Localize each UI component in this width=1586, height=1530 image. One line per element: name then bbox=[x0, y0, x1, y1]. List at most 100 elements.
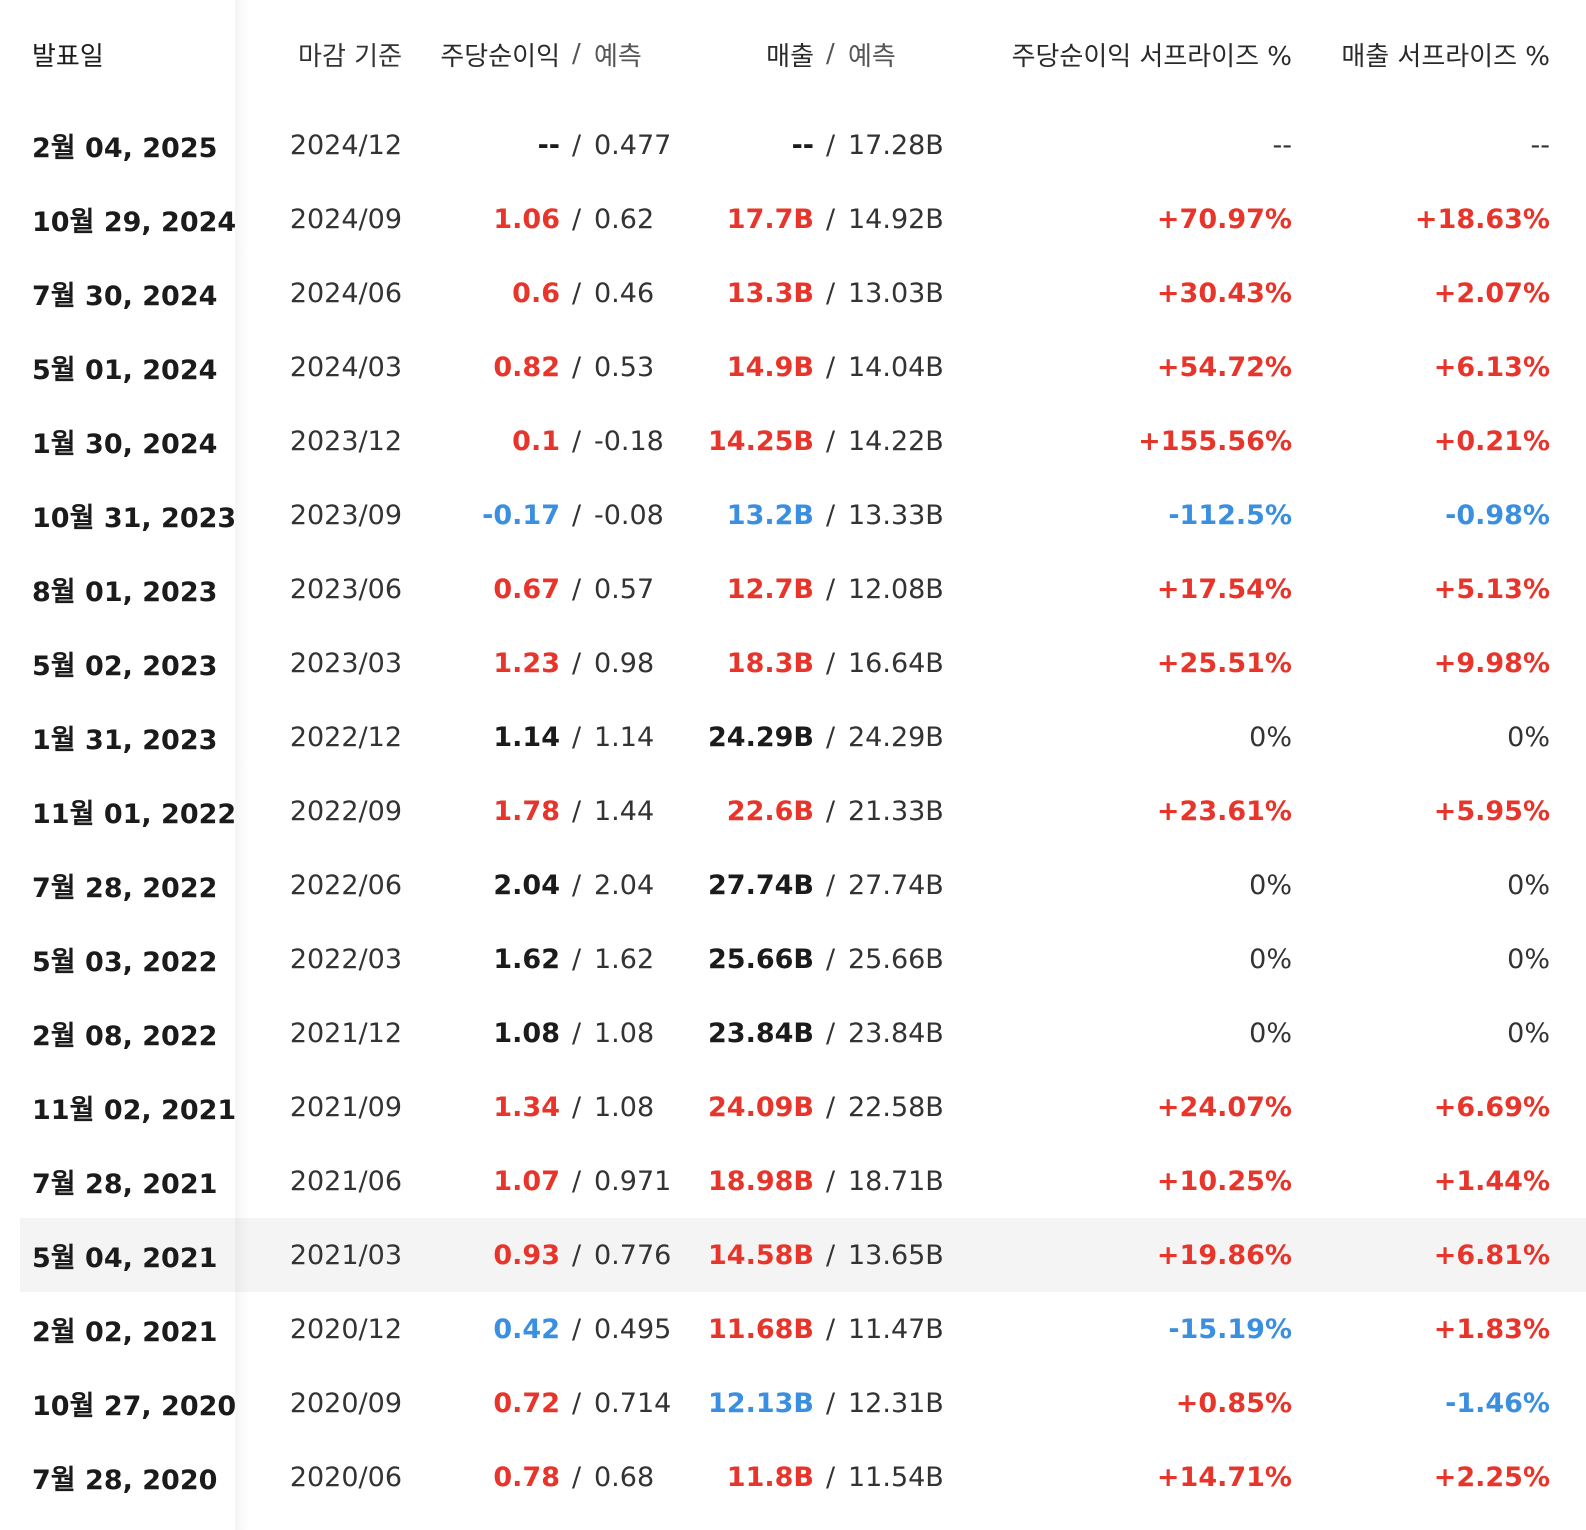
cell-revenue-separator: / bbox=[826, 647, 836, 679]
cell-eps-surprise: +14.71% bbox=[1156, 1461, 1292, 1493]
table-row[interactable]: 5월 03, 2022 2022/03 1.62 / 1.62 25.66B / 25.66B… bbox=[20, 922, 1586, 996]
cell-revenue-actual: 25.66B bbox=[708, 943, 814, 975]
header-revenue-forecast[interactable]: 예측 bbox=[848, 41, 896, 72]
cell-revenue-surprise: 0% bbox=[1507, 1017, 1550, 1049]
cell-period: 2020/06 bbox=[289, 1461, 402, 1493]
table-header: 발표일 마감 기준 주당순이익 / 예측 매출 / 예측 주당순이익 서프라이즈… bbox=[20, 0, 1586, 108]
cell-eps-forecast: 0.62 bbox=[594, 203, 655, 235]
cell-eps-separator: / bbox=[572, 573, 582, 605]
cell-date: 11월 01, 2022 bbox=[32, 798, 237, 830]
table-row[interactable]: 8월 01, 2023 2023/06 0.67 / 0.57 12.7B / 12.08B +… bbox=[20, 552, 1586, 626]
header-eps-surprise[interactable]: 주당순이익 서프라이즈 % bbox=[1011, 41, 1292, 72]
header-period[interactable]: 마감 기준 bbox=[298, 41, 402, 72]
cell-eps-actual: 0.42 bbox=[493, 1313, 560, 1345]
cell-eps-separator: / bbox=[572, 943, 582, 975]
cell-period: 2022/06 bbox=[289, 869, 402, 901]
cell-eps-separator: / bbox=[572, 869, 582, 901]
cell-date: 10월 27, 2020 bbox=[32, 1390, 237, 1422]
cell-eps-surprise: -- bbox=[1272, 129, 1293, 161]
cell-period: 2022/03 bbox=[289, 943, 402, 975]
cell-eps-surprise: +54.72% bbox=[1156, 351, 1292, 383]
table-row[interactable]: 10월 27, 2020 2020/09 0.72 / 0.714 12.13B / 12.3… bbox=[20, 1366, 1586, 1440]
table-row[interactable]: 5월 04, 2021 2021/03 0.93 / 0.776 14.58B / 13.65… bbox=[20, 1218, 1586, 1292]
cell-eps-forecast: 0.68 bbox=[594, 1461, 655, 1493]
cell-eps-forecast: -0.18 bbox=[594, 425, 664, 457]
cell-revenue-separator: / bbox=[826, 1239, 836, 1271]
cell-revenue-forecast: 27.74B bbox=[848, 869, 944, 901]
table-row[interactable]: 11월 01, 2022 2022/09 1.78 / 1.44 22.6B / 21.33B… bbox=[20, 774, 1586, 848]
cell-revenue-separator: / bbox=[826, 1017, 836, 1049]
cell-eps-surprise: 0% bbox=[1249, 721, 1292, 753]
table-row[interactable]: 7월 30, 2024 2024/06 0.6 / 0.46 13.3B / 13.03B +3… bbox=[20, 256, 1586, 330]
cell-revenue-actual: 18.98B bbox=[708, 1165, 814, 1197]
header-revenue-separator: / bbox=[826, 39, 835, 69]
cell-date: 1월 30, 2024 bbox=[32, 428, 218, 460]
cell-revenue-surprise: +6.81% bbox=[1433, 1239, 1550, 1271]
cell-eps-forecast: 0.98 bbox=[594, 647, 655, 679]
table-row[interactable]: 1월 31, 2023 2022/12 1.14 / 1.14 24.29B / 24.29B… bbox=[20, 700, 1586, 774]
cell-revenue-surprise: 0% bbox=[1507, 943, 1550, 975]
cell-eps-actual: 1.23 bbox=[493, 647, 560, 679]
cell-eps-separator: / bbox=[572, 1165, 582, 1197]
cell-eps-surprise: +70.97% bbox=[1156, 203, 1292, 235]
table-row[interactable]: 7월 28, 2021 2021/06 1.07 / 0.971 18.98B / 18.71… bbox=[20, 1144, 1586, 1218]
cell-eps-separator: / bbox=[572, 1387, 582, 1419]
table-row[interactable]: 1월 30, 2024 2023/12 0.1 / -0.18 14.25B / 14.22B… bbox=[20, 404, 1586, 478]
table-row[interactable]: 5월 01, 2024 2024/03 0.82 / 0.53 14.9B / 14.04B +… bbox=[20, 330, 1586, 404]
table-row[interactable]: 10월 31, 2023 2023/09 -0.17 / -0.08 13.2B / 13.3… bbox=[20, 478, 1586, 552]
cell-revenue-forecast: 21.33B bbox=[848, 795, 944, 827]
cell-eps-separator: / bbox=[572, 425, 582, 457]
header-date[interactable]: 발표일 bbox=[32, 41, 104, 72]
cell-eps-forecast: 0.971 bbox=[594, 1165, 672, 1197]
cell-period: 2023/09 bbox=[289, 499, 402, 531]
table-row[interactable]: 5월 02, 2023 2023/03 1.23 / 0.98 18.3B / 16.64B +… bbox=[20, 626, 1586, 700]
cell-revenue-forecast: 16.64B bbox=[848, 647, 944, 679]
cell-date: 8월 01, 2023 bbox=[32, 576, 218, 608]
table-row[interactable]: 10월 29, 2024 2024/09 1.06 / 0.62 17.7B / 14.92B… bbox=[20, 182, 1586, 256]
cell-eps-surprise: 0% bbox=[1249, 869, 1292, 901]
cell-period: 2023/03 bbox=[289, 647, 402, 679]
cell-eps-actual: 0.6 bbox=[512, 277, 560, 309]
cell-revenue-forecast: 11.54B bbox=[848, 1461, 944, 1493]
table-row[interactable]: 2월 04, 2025 2024/12 -- / 0.477 -- / 17.28B -- -- bbox=[20, 108, 1586, 182]
cell-revenue-forecast: 14.22B bbox=[848, 425, 944, 457]
cell-date: 5월 02, 2023 bbox=[32, 650, 218, 682]
cell-eps-separator: / bbox=[572, 1091, 582, 1123]
header-eps-forecast[interactable]: 예측 bbox=[594, 41, 642, 72]
table-row[interactable]: 2월 08, 2022 2021/12 1.08 / 1.08 23.84B / 23.84B… bbox=[20, 996, 1586, 1070]
cell-eps-actual: 1.08 bbox=[493, 1017, 560, 1049]
cell-period: 2021/06 bbox=[289, 1165, 402, 1197]
cell-revenue-actual: 13.2B bbox=[726, 499, 814, 531]
header-revenue[interactable]: 매출 bbox=[766, 41, 814, 72]
table-row[interactable]: 7월 28, 2022 2022/06 2.04 / 2.04 27.74B / 27.74B… bbox=[20, 848, 1586, 922]
cell-eps-separator: / bbox=[572, 277, 582, 309]
header-eps-separator: / bbox=[572, 39, 581, 69]
table-row[interactable]: 11월 02, 2021 2021/09 1.34 / 1.08 24.09B / 22.58… bbox=[20, 1070, 1586, 1144]
cell-eps-separator: / bbox=[572, 1461, 582, 1493]
cell-eps-separator: / bbox=[572, 647, 582, 679]
cell-revenue-separator: / bbox=[826, 425, 836, 457]
cell-eps-surprise: -15.19% bbox=[1168, 1313, 1292, 1345]
cell-revenue-separator: / bbox=[826, 1313, 836, 1345]
cell-revenue-surprise: 0% bbox=[1507, 869, 1550, 901]
cell-revenue-separator: / bbox=[826, 573, 836, 605]
cell-revenue-separator: / bbox=[826, 721, 836, 753]
header-eps[interactable]: 주당순이익 bbox=[440, 41, 560, 72]
cell-eps-surprise: +25.51% bbox=[1156, 647, 1292, 679]
cell-revenue-actual: 13.3B bbox=[726, 277, 814, 309]
cell-revenue-surprise: +2.25% bbox=[1433, 1461, 1550, 1493]
cell-revenue-separator: / bbox=[826, 277, 836, 309]
cell-eps-actual: 1.34 bbox=[493, 1091, 560, 1123]
cell-revenue-forecast: 13.65B bbox=[848, 1239, 944, 1271]
cell-revenue-surprise: +5.13% bbox=[1433, 573, 1550, 605]
cell-date: 2월 08, 2022 bbox=[32, 1020, 218, 1052]
cell-eps-forecast: 0.776 bbox=[594, 1239, 672, 1271]
cell-period: 2024/12 bbox=[289, 129, 402, 161]
table-row[interactable]: 2월 02, 2021 2020/12 0.42 / 0.495 11.68B / 11.47… bbox=[20, 1292, 1586, 1366]
cell-eps-separator: / bbox=[572, 1017, 582, 1049]
table-row[interactable]: 7월 28, 2020 2020/06 0.78 / 0.68 11.8B / 11.54B +… bbox=[20, 1440, 1586, 1514]
cell-date: 2월 04, 2025 bbox=[32, 132, 218, 164]
cell-revenue-surprise: +0.21% bbox=[1433, 425, 1550, 457]
header-revenue-surprise[interactable]: 매출 서프라이즈 % bbox=[1341, 41, 1550, 72]
cell-period: 2021/03 bbox=[289, 1239, 402, 1271]
